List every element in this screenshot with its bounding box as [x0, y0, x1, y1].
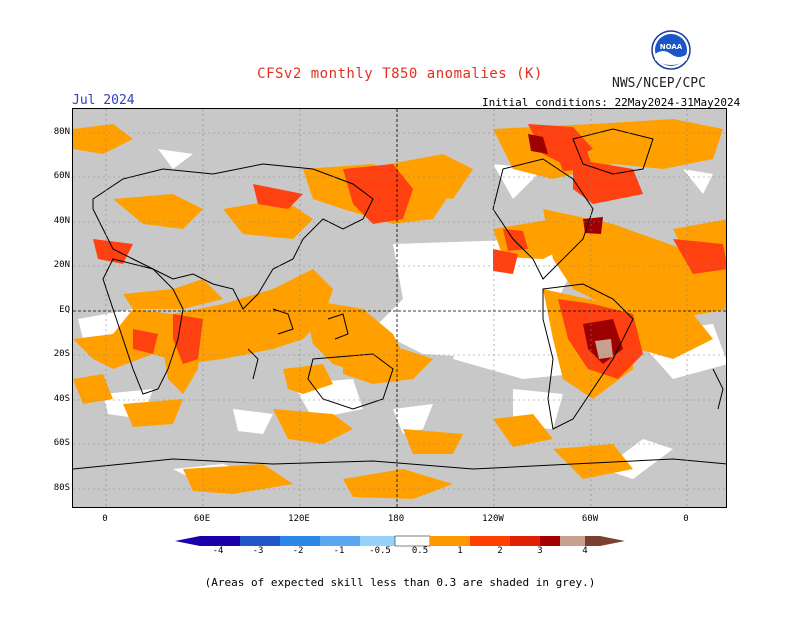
- lon-label: 180: [387, 514, 405, 524]
- colorbar-label: -4: [212, 546, 224, 556]
- lat-label: 80N: [53, 127, 70, 137]
- lon-label: 0: [102, 514, 108, 524]
- colorbar-label: 2: [497, 546, 503, 556]
- initial-conditions: Initial conditions: 22May2024-31May2024: [482, 96, 741, 109]
- equator-dateline: [73, 109, 726, 507]
- colorbar-label: 1: [457, 546, 463, 556]
- colorbar: [175, 535, 625, 547]
- colorbar-label: -1: [333, 546, 345, 556]
- organization-label: NWS/NCEP/CPC: [612, 76, 706, 91]
- lon-label: 60E: [193, 514, 211, 524]
- footnote: (Areas of expected skill less than 0.3 a…: [204, 576, 596, 589]
- lon-label: 0: [683, 514, 689, 524]
- logo-text: NOAA: [660, 43, 683, 51]
- map-canvas: [73, 109, 726, 507]
- map-title: CFSv2 monthly T850 anomalies (K): [257, 66, 543, 82]
- lon-label: 60W: [581, 514, 599, 524]
- lon-label: 120E: [288, 514, 310, 524]
- forecast-month: Jul 2024: [72, 93, 135, 108]
- lat-label: 40S: [53, 394, 70, 404]
- brown-anomaly-areas: [595, 339, 613, 359]
- lat-label: 80S: [53, 483, 70, 493]
- colorbar-arrow-left: [175, 536, 200, 546]
- lat-label: EQ: [59, 305, 70, 315]
- lat-label: 60N: [53, 171, 70, 181]
- colorbar-label: 4: [582, 546, 588, 556]
- colorbar-label: 0.5: [411, 546, 429, 556]
- lat-label: 40N: [53, 216, 70, 226]
- colorbar-label: -3: [252, 546, 264, 556]
- lat-label: 60S: [53, 438, 70, 448]
- anomaly-map: [72, 108, 727, 508]
- lat-label: 20S: [53, 349, 70, 359]
- colorbar-label: -0.5: [369, 546, 391, 556]
- colorbar-label: 3: [537, 546, 543, 556]
- lat-label: 20N: [53, 260, 70, 270]
- colorbar-label: -2: [292, 546, 304, 556]
- coastlines: [73, 128, 726, 470]
- lon-label: 120W: [482, 514, 504, 524]
- noaa-logo: NOAA: [651, 30, 691, 70]
- grid-lines: [73, 109, 726, 507]
- colorbar-arrow-right: [600, 536, 625, 546]
